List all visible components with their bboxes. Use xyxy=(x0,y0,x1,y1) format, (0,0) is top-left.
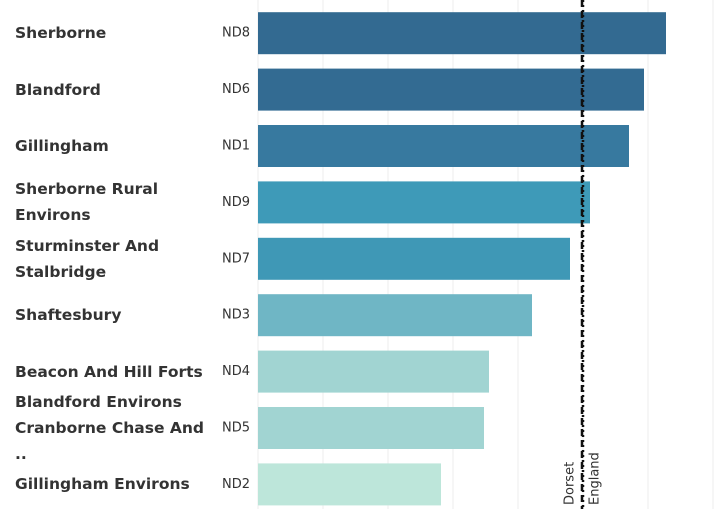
code-label: ND6 xyxy=(222,82,250,97)
code-label: ND2 xyxy=(222,477,250,492)
code-label: ND8 xyxy=(222,26,250,41)
category-label: Sherborne Rural Environs xyxy=(15,180,159,225)
code-label: ND4 xyxy=(222,364,250,379)
bar xyxy=(258,237,570,280)
code-label: ND9 xyxy=(222,195,250,210)
bar xyxy=(258,463,441,506)
category-label: Sturminster And Stalbridge xyxy=(15,236,160,281)
bar xyxy=(258,68,644,111)
category-label: Shaftesbury xyxy=(15,306,122,325)
code-label: ND3 xyxy=(222,308,250,323)
reference-label: Dorset xyxy=(563,462,578,505)
bar xyxy=(258,407,484,449)
code-label: ND5 xyxy=(222,421,250,436)
category-label: Gillingham xyxy=(15,137,109,155)
reference-label: England xyxy=(588,452,603,505)
bar xyxy=(258,125,629,167)
category-label: Blandford xyxy=(15,80,101,99)
category-label: Gillingham Environs xyxy=(15,475,190,494)
code-label: ND1 xyxy=(222,139,250,154)
code-label: ND7 xyxy=(222,251,250,266)
category-label: Sherborne xyxy=(15,24,107,43)
category-label: Blandford Environs Cranborne Chase And .… xyxy=(15,393,204,463)
bar xyxy=(258,12,666,55)
bar xyxy=(258,350,489,393)
bar xyxy=(258,181,590,224)
bar xyxy=(258,294,532,337)
category-label: Beacon And Hill Forts xyxy=(15,362,203,381)
